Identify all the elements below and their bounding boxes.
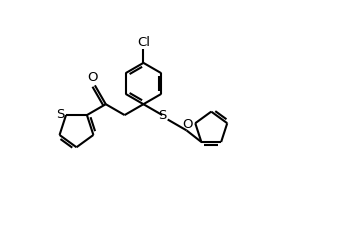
Text: O: O <box>182 118 193 131</box>
Text: Cl: Cl <box>137 36 150 49</box>
Text: S: S <box>158 109 167 122</box>
Text: O: O <box>88 71 98 84</box>
Text: S: S <box>56 108 64 121</box>
